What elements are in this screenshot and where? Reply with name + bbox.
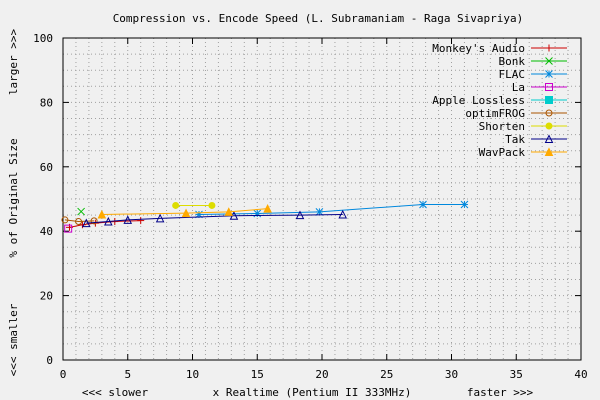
y-tick-label: 20 — [40, 290, 53, 303]
x-tick-label: 35 — [510, 368, 523, 381]
data-point — [545, 96, 553, 104]
legend-label: FLAC — [499, 68, 526, 81]
legend-item: WavPack — [479, 146, 567, 159]
data-point — [61, 216, 69, 224]
axis-ticks: 0 5 10 15 20 25 30 35 40 0 20 40 60 80 100 — [33, 32, 588, 381]
data-point — [545, 57, 553, 65]
y-axis-label-top: larger >>> — [7, 29, 20, 96]
data-point — [338, 209, 348, 219]
legend-label: Bonk — [499, 55, 526, 68]
data-point — [419, 200, 427, 209]
x-tick-label: 25 — [380, 368, 393, 381]
series-6 — [172, 201, 216, 209]
x-axis-label-right: faster >>> — [467, 386, 534, 399]
series-8 — [97, 204, 272, 219]
data-point — [97, 209, 107, 219]
data-point — [172, 201, 180, 209]
legend-label: Tak — [505, 133, 525, 146]
legend-item: Bonk — [499, 55, 567, 68]
legend-item: optimFROG — [465, 107, 567, 120]
legend-item: FLAC — [499, 68, 567, 81]
x-tick-label: 20 — [315, 368, 328, 381]
data-point — [545, 70, 553, 78]
data-point — [263, 204, 272, 213]
data-point — [545, 122, 553, 130]
legend-item: Apple Lossless — [432, 94, 567, 107]
x-axis-label: x Realtime (Pentium II 333MHz) — [213, 386, 412, 399]
x-tick-label: 0 — [60, 368, 67, 381]
legend-item: Shorten — [479, 120, 567, 133]
data-point — [295, 210, 305, 220]
data-point — [208, 201, 216, 209]
series-5 — [61, 216, 98, 226]
legend-label: La — [512, 81, 525, 94]
series-line — [101, 208, 268, 215]
legend-label: Monkey's Audio — [432, 42, 525, 55]
y-axis-label: % of Original Size — [7, 138, 20, 257]
y-tick-label: 100 — [33, 32, 53, 45]
y-tick-label: 60 — [40, 161, 53, 174]
legend-label: optimFROG — [465, 107, 525, 120]
data-point — [224, 207, 234, 216]
data-point — [181, 208, 191, 218]
x-tick-label: 5 — [124, 368, 131, 381]
x-tick-label: 10 — [186, 368, 199, 381]
y-tick-label: 0 — [46, 354, 53, 367]
chart-title: Compression vs. Encode Speed (L. Subrama… — [113, 12, 524, 25]
grid-lines — [63, 38, 581, 360]
data-point — [64, 224, 73, 233]
legend-item: La — [512, 81, 567, 94]
data-point — [545, 109, 553, 117]
legend-label: Shorten — [479, 120, 525, 133]
data-point — [460, 200, 469, 209]
data-point — [315, 208, 324, 216]
series-line — [86, 213, 343, 224]
data-point — [545, 83, 553, 91]
data-point — [123, 215, 133, 224]
legend-label: Apple Lossless — [432, 94, 525, 107]
data-point — [544, 134, 554, 143]
y-tick-label: 40 — [40, 225, 53, 238]
legend-item: Monkey's Audio — [432, 42, 567, 55]
series-line — [64, 219, 95, 223]
data-point — [104, 216, 113, 226]
x-tick-label: 40 — [574, 368, 587, 381]
series-3 — [64, 224, 73, 233]
legend-label: WavPack — [479, 146, 526, 159]
y-axis-label-bottom: <<< smaller — [7, 303, 20, 376]
x-axis-label-left: <<< slower — [82, 386, 149, 399]
x-tick-label: 30 — [445, 368, 458, 381]
data-point — [77, 207, 85, 216]
x-tick-label: 15 — [251, 368, 264, 381]
series-layer — [61, 200, 469, 233]
data-point — [155, 213, 165, 223]
legend-item: Tak — [505, 133, 567, 146]
data-point — [82, 218, 91, 228]
data-point — [544, 147, 554, 156]
data-point — [90, 217, 98, 225]
data-point — [75, 218, 83, 226]
y-tick-label: 80 — [40, 96, 53, 109]
series-1 — [77, 207, 85, 216]
